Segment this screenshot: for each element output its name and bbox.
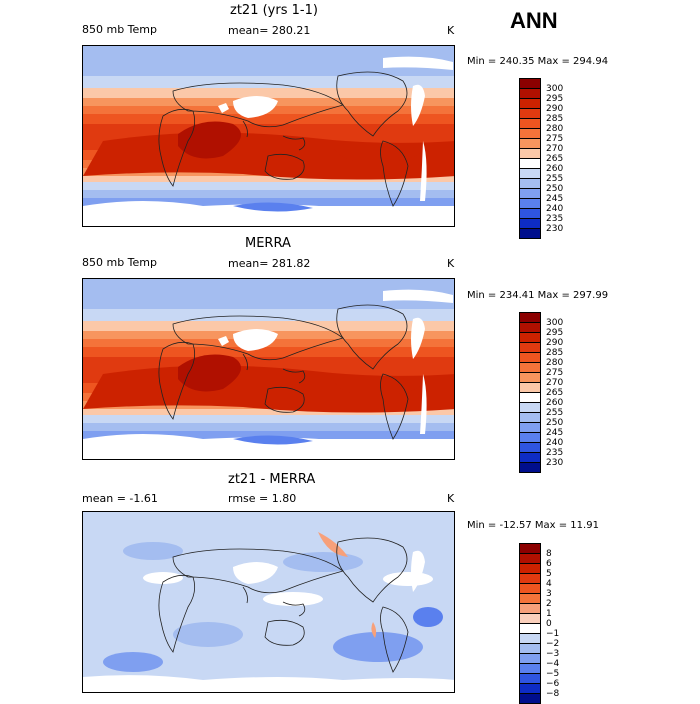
colorbar-label: 265 bbox=[546, 154, 564, 164]
colorbar-label: 260 bbox=[546, 398, 564, 408]
colorbar-label: 260 bbox=[546, 164, 564, 174]
panel-2-unit: K bbox=[447, 257, 455, 270]
colorbar-label: −1 bbox=[546, 629, 560, 639]
colorbar-label: 6 bbox=[546, 559, 552, 569]
colorbar-label: 280 bbox=[546, 124, 564, 134]
colorbar-label: −8 bbox=[546, 689, 560, 699]
colorbar-label: −4 bbox=[546, 659, 560, 669]
colorbar-label: 240 bbox=[546, 438, 564, 448]
colorbar-label: 255 bbox=[546, 174, 564, 184]
colorbar-label: 300 bbox=[546, 318, 564, 328]
colorbar-label: 8 bbox=[546, 549, 552, 559]
map-canvas-1 bbox=[83, 46, 454, 226]
panel-2-mean: mean= 281.82 bbox=[228, 257, 311, 270]
colorbar-label: 0 bbox=[546, 619, 552, 629]
panel-3-left-label: mean = -1.61 bbox=[82, 492, 158, 505]
colorbar-label: 265 bbox=[546, 388, 564, 398]
panel-3-unit: K bbox=[447, 492, 455, 505]
panel-3-map bbox=[82, 511, 455, 693]
colorbar-label: −2 bbox=[546, 639, 560, 649]
colorbar-label: 295 bbox=[546, 328, 564, 338]
colorbar-label: 275 bbox=[546, 134, 564, 144]
colorbar-label: 1 bbox=[546, 609, 552, 619]
colorbar-2: 300 295 290 285 280 275 270 265 260 255 250 245 240 2… bbox=[519, 312, 563, 473]
colorbar-label: 230 bbox=[546, 224, 564, 234]
colorbar-swatch bbox=[519, 228, 541, 239]
colorbar-label: 270 bbox=[546, 144, 564, 154]
colorbar-label: 250 bbox=[546, 184, 564, 194]
colorbar-label: 2 bbox=[546, 599, 552, 609]
colorbar-label: 245 bbox=[546, 194, 564, 204]
colorbar-label: 300 bbox=[546, 84, 564, 94]
panel-2-minmax: Min = 234.41 Max = 297.99 bbox=[467, 290, 609, 301]
colorbar-label: −6 bbox=[546, 679, 560, 689]
colorbar-swatch bbox=[519, 693, 541, 704]
colorbar-label: 295 bbox=[546, 94, 564, 104]
colorbar-label: 5 bbox=[546, 569, 552, 579]
colorbar-label: 240 bbox=[546, 204, 564, 214]
colorbar-label: 280 bbox=[546, 358, 564, 368]
colorbar-1: 300 295 290 285 280 275 270 265 260 255 250 245 240 2… bbox=[519, 78, 563, 239]
colorbar-3: 8 6 5 4 3 2 1 0 −1 −2 −3 −4 −5 −6 −8 bbox=[519, 543, 559, 704]
panel-3-minmax: Min = -12.57 Max = 11.91 bbox=[467, 520, 599, 531]
colorbar-label: 245 bbox=[546, 428, 564, 438]
colorbar-label: 290 bbox=[546, 338, 564, 348]
panel-1-title: zt21 (yrs 1-1) bbox=[230, 3, 318, 18]
panel-1-left-label: 850 mb Temp bbox=[82, 23, 158, 36]
colorbar-label: 3 bbox=[546, 589, 552, 599]
colorbar-label: 235 bbox=[546, 214, 564, 224]
panel-2-left-label: 850 mb Temp bbox=[82, 256, 158, 269]
colorbar-label: 290 bbox=[546, 104, 564, 114]
map-canvas-3 bbox=[83, 512, 454, 692]
colorbar-label: 255 bbox=[546, 408, 564, 418]
map-canvas-2 bbox=[83, 279, 454, 459]
colorbar-label: 285 bbox=[546, 114, 564, 124]
panel-3-rmse: rmse = 1.80 bbox=[228, 492, 297, 505]
colorbar-label: −5 bbox=[546, 669, 560, 679]
panel-1-map bbox=[82, 45, 455, 227]
colorbar-swatch bbox=[519, 462, 541, 473]
season-label: ANN bbox=[510, 8, 558, 33]
panel-1-unit: K bbox=[447, 24, 455, 37]
colorbar-label: 285 bbox=[546, 348, 564, 358]
colorbar-label: 275 bbox=[546, 368, 564, 378]
colorbar-label: 250 bbox=[546, 418, 564, 428]
panel-2-title: MERRA bbox=[245, 236, 291, 251]
panel-1-minmax: Min = 240.35 Max = 294.94 bbox=[467, 56, 609, 67]
panel-2-map bbox=[82, 278, 455, 460]
colorbar-label: 235 bbox=[546, 448, 564, 458]
colorbar-label: 230 bbox=[546, 458, 564, 468]
colorbar-label: 4 bbox=[546, 579, 552, 589]
colorbar-label: −3 bbox=[546, 649, 560, 659]
panel-3-title: zt21 - MERRA bbox=[228, 472, 316, 487]
panel-1-mean: mean= 280.21 bbox=[228, 24, 311, 37]
colorbar-label: 270 bbox=[546, 378, 564, 388]
